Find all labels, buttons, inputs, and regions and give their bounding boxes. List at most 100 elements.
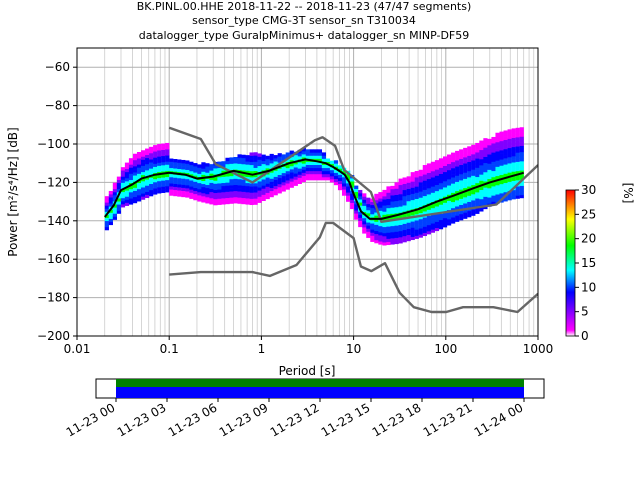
density-cell bbox=[471, 166, 476, 170]
density-cell bbox=[406, 222, 411, 226]
density-cell bbox=[201, 177, 206, 182]
density-cell bbox=[479, 146, 484, 151]
density-cell bbox=[463, 212, 468, 216]
density-cell bbox=[495, 151, 500, 155]
density-cell bbox=[293, 173, 298, 177]
density-cell bbox=[406, 197, 411, 202]
density-cell bbox=[313, 155, 318, 159]
density-cell bbox=[414, 210, 419, 215]
density-cell bbox=[467, 164, 472, 169]
density-cell bbox=[169, 189, 174, 193]
x-tick-label: 1000 bbox=[523, 342, 554, 356]
density-cell bbox=[120, 197, 126, 202]
density-cell bbox=[430, 198, 436, 203]
density-cell bbox=[277, 186, 282, 191]
density-cell bbox=[491, 164, 496, 168]
density-cell bbox=[410, 230, 415, 234]
density-cell bbox=[358, 196, 363, 200]
density-cell bbox=[455, 172, 460, 176]
density-cell bbox=[366, 225, 371, 229]
density-cell bbox=[503, 179, 508, 184]
density-cell bbox=[459, 183, 464, 187]
density-cell bbox=[217, 189, 222, 193]
density-cell bbox=[128, 164, 134, 168]
density-cell bbox=[418, 209, 423, 214]
density-cell bbox=[225, 176, 230, 180]
density-cell bbox=[221, 164, 226, 168]
density-cell bbox=[225, 197, 230, 202]
density-cell bbox=[495, 197, 500, 201]
density-cell bbox=[217, 161, 222, 165]
density-cell bbox=[149, 183, 154, 188]
density-cell bbox=[402, 177, 407, 181]
density-cell bbox=[217, 192, 222, 196]
density-cell bbox=[519, 173, 524, 177]
density-cell bbox=[434, 203, 440, 207]
density-cell bbox=[398, 203, 403, 207]
density-cell bbox=[459, 198, 464, 202]
density-cell bbox=[386, 241, 391, 246]
density-cell bbox=[265, 177, 270, 181]
density-cell bbox=[426, 209, 432, 213]
density-cell bbox=[446, 191, 452, 195]
density-cell bbox=[173, 189, 178, 194]
density-cell bbox=[467, 204, 472, 209]
density-cell bbox=[193, 163, 198, 167]
density-cell bbox=[434, 193, 440, 198]
density-cell bbox=[362, 230, 367, 234]
density-cell bbox=[515, 155, 520, 159]
density-cell bbox=[181, 166, 186, 170]
timeline-tick-label: 11-23 12 bbox=[268, 400, 322, 439]
density-cell bbox=[390, 222, 395, 227]
density-cell bbox=[390, 188, 395, 193]
density-cell bbox=[185, 169, 190, 174]
density-cell bbox=[173, 186, 178, 191]
density-cell bbox=[201, 183, 206, 188]
density-cell bbox=[333, 178, 339, 183]
density-cell bbox=[382, 196, 387, 200]
density-cell bbox=[249, 161, 254, 166]
density-cell bbox=[297, 165, 302, 169]
density-cell bbox=[382, 235, 387, 240]
density-cell bbox=[297, 168, 302, 172]
density-cell bbox=[145, 182, 150, 186]
density-cell bbox=[422, 168, 427, 172]
density-cell bbox=[237, 163, 242, 167]
density-cell bbox=[141, 177, 146, 182]
density-cell bbox=[519, 188, 524, 193]
density-cell bbox=[406, 182, 411, 186]
density-cell bbox=[136, 179, 142, 184]
density-cell bbox=[153, 157, 158, 161]
density-cell bbox=[181, 187, 186, 192]
density-cell bbox=[128, 195, 134, 199]
density-cell bbox=[422, 183, 427, 187]
density-cell bbox=[398, 178, 403, 183]
density-cell bbox=[459, 158, 464, 162]
density-cell bbox=[341, 180, 347, 184]
density-cell bbox=[418, 234, 423, 238]
density-cell bbox=[213, 189, 218, 194]
density-cell bbox=[495, 132, 500, 137]
density-cell bbox=[487, 178, 492, 183]
density-cell bbox=[378, 232, 383, 236]
density-cell bbox=[261, 191, 266, 195]
density-cell bbox=[434, 178, 440, 182]
density-cell bbox=[165, 164, 170, 168]
y-tick-label: −180 bbox=[37, 291, 70, 305]
density-cell bbox=[362, 227, 367, 231]
density-cell bbox=[161, 180, 166, 184]
density-cell bbox=[451, 183, 456, 187]
density-cell bbox=[132, 178, 138, 182]
density-cell bbox=[370, 229, 375, 233]
density-cell bbox=[511, 131, 516, 135]
density-cell bbox=[374, 218, 379, 222]
density-cell bbox=[104, 202, 109, 206]
density-cell bbox=[446, 203, 452, 208]
density-cell bbox=[402, 223, 407, 227]
density-cell bbox=[459, 170, 464, 175]
density-cell bbox=[321, 173, 327, 178]
density-cell bbox=[249, 198, 254, 202]
density-cell bbox=[157, 144, 162, 148]
density-cell bbox=[414, 192, 419, 196]
density-cell bbox=[483, 165, 488, 170]
